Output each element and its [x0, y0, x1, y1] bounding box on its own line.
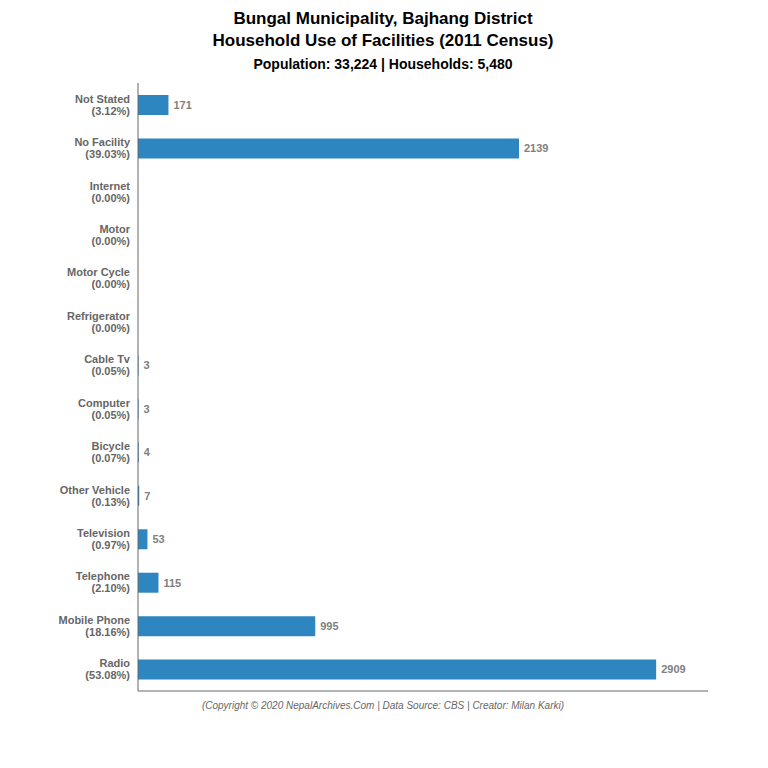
html-text:Bungal Municipality, Bajhang D: Bungal Municipality, Bajhang District	[233, 9, 533, 28]
svg-text:3: 3	[144, 403, 150, 415]
html-text:Household Use of Facilities (2: Household Use of Facilities (2011 Census…	[212, 31, 554, 50]
svg-text:Other Vehicle(0.13%): Other Vehicle(0.13%)	[60, 484, 131, 508]
html-text:(Copyright © 2020 NepalArchive: (Copyright © 2020 NepalArchives.Com | Da…	[201, 700, 565, 711]
svg-text:Not Stated(3.12%): Not Stated(3.12%)	[75, 93, 130, 117]
svg-text:171: 171	[173, 99, 191, 111]
svg-text:53: 53	[152, 533, 164, 545]
svg-text:Mobile Phone(18.16%): Mobile Phone(18.16%)	[59, 614, 131, 638]
svg-text:Motor(0.00%): Motor(0.00%)	[91, 223, 130, 247]
svg-text:Motor Cycle(0.00%): Motor Cycle(0.00%)	[67, 266, 130, 290]
svg-text:2139: 2139	[524, 142, 548, 154]
svg-text:Bicycle(0.07%): Bicycle(0.07%)	[91, 440, 130, 464]
svg-text:Television(0.97%): Television(0.97%)	[77, 527, 130, 551]
html-text:Population: 33,224 | Household: Population: 33,224 | Households: 5,480	[253, 56, 513, 72]
svg-text:Internet(0.00%): Internet(0.00%)	[90, 180, 131, 204]
svg-text:No Facility(39.03%): No Facility(39.03%)	[74, 136, 131, 160]
svg-text:4: 4	[144, 446, 151, 458]
svg-text:995: 995	[320, 620, 338, 632]
svg-text:7: 7	[144, 490, 150, 502]
svg-text:115: 115	[163, 577, 181, 589]
svg-text:Telephone(2.10%): Telephone(2.10%)	[76, 570, 131, 594]
svg-text:Refrigerator(0.00%): Refrigerator(0.00%)	[67, 310, 131, 334]
svg-text:3: 3	[144, 359, 150, 371]
svg-text:Radio(53.08%): Radio(53.08%)	[85, 657, 130, 681]
svg-text:Cable Tv(0.05%): Cable Tv(0.05%)	[84, 353, 131, 377]
svg-text:Computer(0.05%): Computer(0.05%)	[78, 397, 131, 421]
svg-text:2909: 2909	[661, 663, 685, 675]
